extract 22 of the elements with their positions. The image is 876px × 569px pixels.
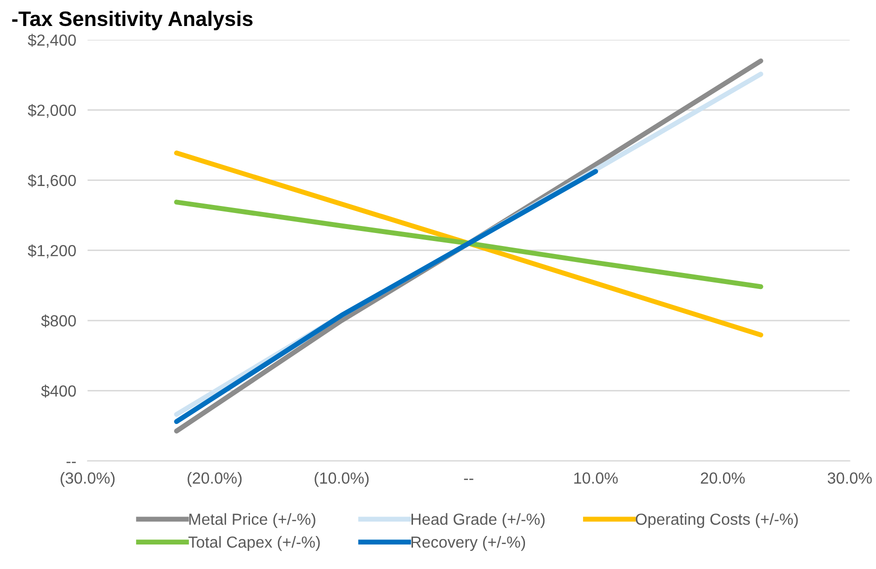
y-tick-label: $1,200 — [28, 244, 76, 258]
x-tick-label: (10.0%) — [314, 472, 369, 487]
y-tick-label: -- — [66, 462, 76, 464]
legend-label: Head Grade (+/-%) — [412, 513, 545, 528]
chart-title: -Tax Sensitivity Analysis — [12, 10, 253, 30]
legend-label: Total Capex (+/-%) — [188, 536, 320, 551]
x-tick-label: -- — [464, 478, 474, 480]
y-tick-label: $400 — [41, 384, 76, 398]
line-series — [174, 168, 598, 424]
x-tick-label: 30.0% — [828, 472, 872, 484]
x-tick-label: 20.0% — [700, 472, 745, 484]
x-tick-label: (30.0%) — [60, 472, 115, 487]
y-tick-label: $800 — [41, 314, 76, 328]
y-tick-label: $2,400 — [28, 34, 76, 48]
x-tick-label: 10.0% — [574, 472, 618, 484]
legend-label: Metal Price (+/-%) — [189, 513, 316, 528]
line-series — [174, 200, 764, 290]
y-tick-label: $1,600 — [28, 174, 76, 188]
legend-label: Recovery (+/-%) — [412, 536, 526, 551]
y-tick-label: $2,000 — [28, 104, 76, 118]
legend-label: Operating Costs (+/-%) — [636, 513, 798, 528]
x-tick-label: (20.0%) — [188, 472, 242, 487]
